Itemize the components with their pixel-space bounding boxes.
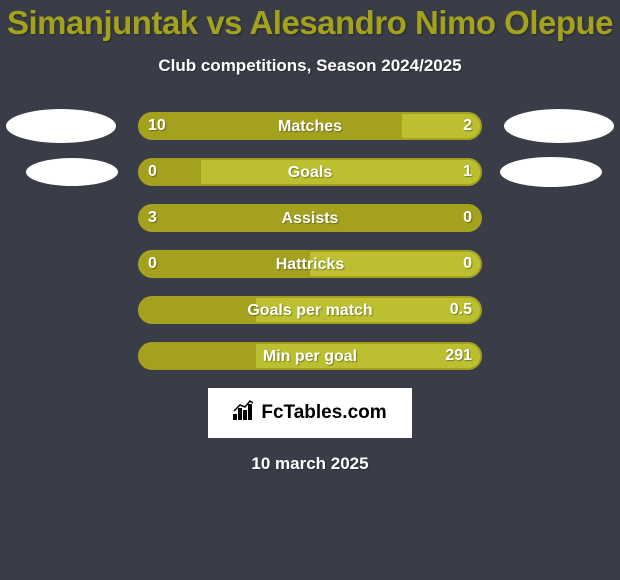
stat-value-right: 1 bbox=[463, 158, 472, 186]
brand-chart-icon bbox=[233, 400, 257, 426]
stat-bar-right bbox=[201, 160, 480, 184]
stat-bar-left bbox=[140, 206, 480, 230]
stat-row: Goals per match0.5 bbox=[0, 296, 620, 324]
stat-bar-left bbox=[140, 114, 402, 138]
brand: FcTables.com bbox=[233, 400, 386, 426]
date-text: 10 march 2025 bbox=[0, 454, 620, 474]
stat-row: Min per goal291 bbox=[0, 342, 620, 370]
subtitle: Club competitions, Season 2024/2025 bbox=[0, 56, 620, 76]
comparison-card: Simanjuntak vs Alesandro Nimo Olepue Clu… bbox=[0, 0, 620, 580]
stat-value-right: 0.5 bbox=[450, 296, 472, 324]
brand-text: FcTables.com bbox=[261, 402, 386, 424]
stat-value-left: 0 bbox=[148, 158, 157, 186]
stat-value-left: 0 bbox=[148, 250, 157, 278]
stat-bar-right bbox=[310, 252, 480, 276]
stat-value-right: 0 bbox=[463, 204, 472, 232]
stat-bar: Goals bbox=[138, 158, 482, 186]
stat-value-right: 2 bbox=[463, 112, 472, 140]
stat-value-left: 3 bbox=[148, 204, 157, 232]
brand-box: FcTables.com bbox=[208, 388, 412, 438]
stat-row: Matches10 2 bbox=[0, 112, 620, 140]
stat-bar: Goals per match bbox=[138, 296, 482, 324]
stat-value-right: 0 bbox=[463, 250, 472, 278]
stat-bar: Min per goal bbox=[138, 342, 482, 370]
stat-bar-left bbox=[140, 298, 256, 322]
stat-bar-left bbox=[140, 252, 310, 276]
stat-value-left: 10 bbox=[148, 112, 166, 140]
stat-row: Assists3 0 bbox=[0, 204, 620, 232]
player2-avatar bbox=[504, 109, 614, 143]
stat-bar-right bbox=[256, 298, 480, 322]
player1-avatar bbox=[6, 109, 116, 143]
stat-bar: Assists bbox=[138, 204, 482, 232]
stat-row: Goals0 1 bbox=[0, 158, 620, 186]
stat-bar: Matches bbox=[138, 112, 482, 140]
stat-value-right: 291 bbox=[445, 342, 472, 370]
player2-avatar bbox=[500, 157, 602, 187]
stat-rows: Matches102Goals01Assists30Hattricks00Goa… bbox=[0, 112, 620, 370]
stat-bar: Hattricks bbox=[138, 250, 482, 278]
page-title: Simanjuntak vs Alesandro Nimo Olepue bbox=[0, 4, 620, 42]
player1-avatar bbox=[26, 158, 118, 186]
stat-bar-left bbox=[140, 344, 256, 368]
stat-row: Hattricks0 0 bbox=[0, 250, 620, 278]
